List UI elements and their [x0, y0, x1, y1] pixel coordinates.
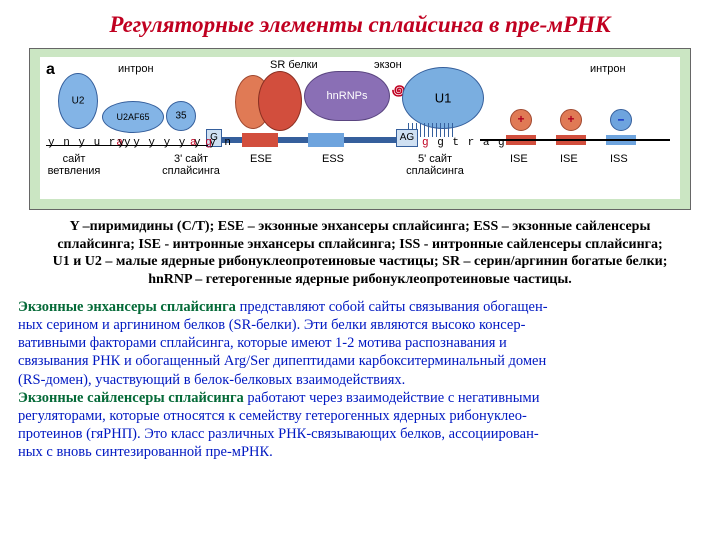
protein-u1: U1: [402, 67, 484, 129]
sr-protein-front: [258, 71, 302, 131]
intron-right-line: [480, 139, 670, 141]
ise-ball-2: +: [560, 109, 582, 131]
label-branch-site: сайт ветвления: [44, 153, 104, 177]
body-paragraphs: Экзонные энхансеры сплайсинга представля…: [18, 298, 702, 461]
legend-line-1: Y –пиримидины (C/T); ESE – экзонные энха…: [18, 218, 702, 236]
protein-u1-label: U1: [403, 91, 483, 106]
protein-35: 35: [166, 101, 196, 131]
protein-hnrnps-label: hnRNPs: [305, 90, 389, 102]
p2-lead: Экзонные сайленсеры сплайсинга: [18, 390, 244, 406]
label-sr-proteins: SR белки: [270, 59, 318, 71]
iss-ball: –: [610, 109, 632, 131]
label-ise1: ISE: [510, 153, 528, 165]
ess-box: [308, 133, 344, 147]
ise-ball-1: +: [510, 109, 532, 131]
protein-u2: U2: [58, 73, 98, 129]
protein-u2af65: U2AF65: [102, 101, 164, 133]
page-title: Регуляторные элементы сплайсинга в пре-м…: [0, 0, 720, 38]
label-intron-right: интрон: [590, 63, 626, 75]
ese-box: [242, 133, 278, 147]
diagram-inner: a интрон SR белки экзон интрон U2 U2AF65…: [40, 57, 680, 199]
seq-ag: a g: [190, 137, 213, 149]
label-3prime-site: 3' сайт сплайсинга: [156, 153, 226, 177]
label-exon: экзон: [374, 59, 402, 71]
label-ise2: ISE: [560, 153, 578, 165]
splice-ag-right: AG: [396, 129, 418, 147]
protein-35-label: 35: [167, 111, 195, 122]
protein-u2af65-label: U2AF65: [103, 112, 163, 122]
panel-letter: a: [46, 61, 55, 79]
legend-line-4: hnRNP – гетерогенные ядерные рибонуклеоп…: [18, 271, 702, 289]
label-ess: ESS: [322, 153, 344, 165]
label-ese: ESE: [250, 153, 272, 165]
label-5prime-site: 5' сайт сплайсинга: [400, 153, 470, 177]
splicing-diagram: a интрон SR белки экзон интрон U2 U2AF65…: [29, 48, 691, 210]
label-iss: ISS: [610, 153, 628, 165]
label-intron-left: интрон: [118, 63, 154, 75]
legend-block: Y –пиримидины (C/T); ESE – экзонные энха…: [18, 218, 702, 288]
seq-poly-y: y y y y y y y n: [118, 137, 232, 149]
intron-left-line: [46, 145, 208, 146]
legend-line-2: сплайсинга; ISE - интронные энхансеры сп…: [18, 236, 702, 254]
p1-lead: Экзонные энхансеры сплайсинга: [18, 299, 236, 315]
protein-hnrnps: hnRNPs: [304, 71, 390, 121]
legend-line-3: U1 и U2 – малые ядерные рибонуклеопротеи…: [18, 253, 702, 271]
protein-u2-label: U2: [59, 96, 97, 107]
